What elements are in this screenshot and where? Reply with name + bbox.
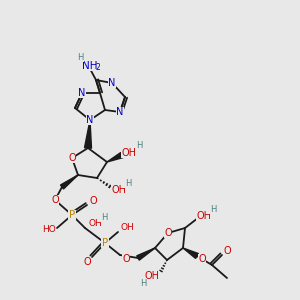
Text: H: H [136,142,142,151]
Text: O: O [198,254,206,264]
Text: OH: OH [122,148,136,158]
Text: O: O [83,257,91,267]
Text: N: N [108,78,116,88]
Text: N: N [78,88,86,98]
Text: O: O [51,195,59,205]
Text: O: O [89,196,97,206]
Text: OH: OH [120,224,134,232]
Text: H: H [210,205,216,214]
Text: H: H [140,278,146,287]
Polygon shape [61,175,78,189]
Text: N: N [86,115,94,125]
Text: OH: OH [196,211,211,221]
Text: 2: 2 [96,64,100,73]
Text: O: O [122,254,130,264]
Text: HO: HO [42,226,56,235]
Text: H: H [77,52,83,62]
Polygon shape [85,120,92,148]
Text: H: H [101,212,107,221]
Text: H: H [125,178,131,188]
Text: O: O [68,153,76,163]
Text: O: O [223,246,231,256]
Text: P: P [102,238,108,248]
Text: OH: OH [145,271,160,281]
Text: N: N [116,107,124,117]
Text: P: P [69,210,75,220]
Polygon shape [107,152,123,162]
Polygon shape [137,248,155,260]
Text: NH: NH [82,61,98,71]
Text: O: O [164,228,172,238]
Text: OH: OH [88,220,102,229]
Polygon shape [183,248,198,258]
Text: OH: OH [112,185,127,195]
